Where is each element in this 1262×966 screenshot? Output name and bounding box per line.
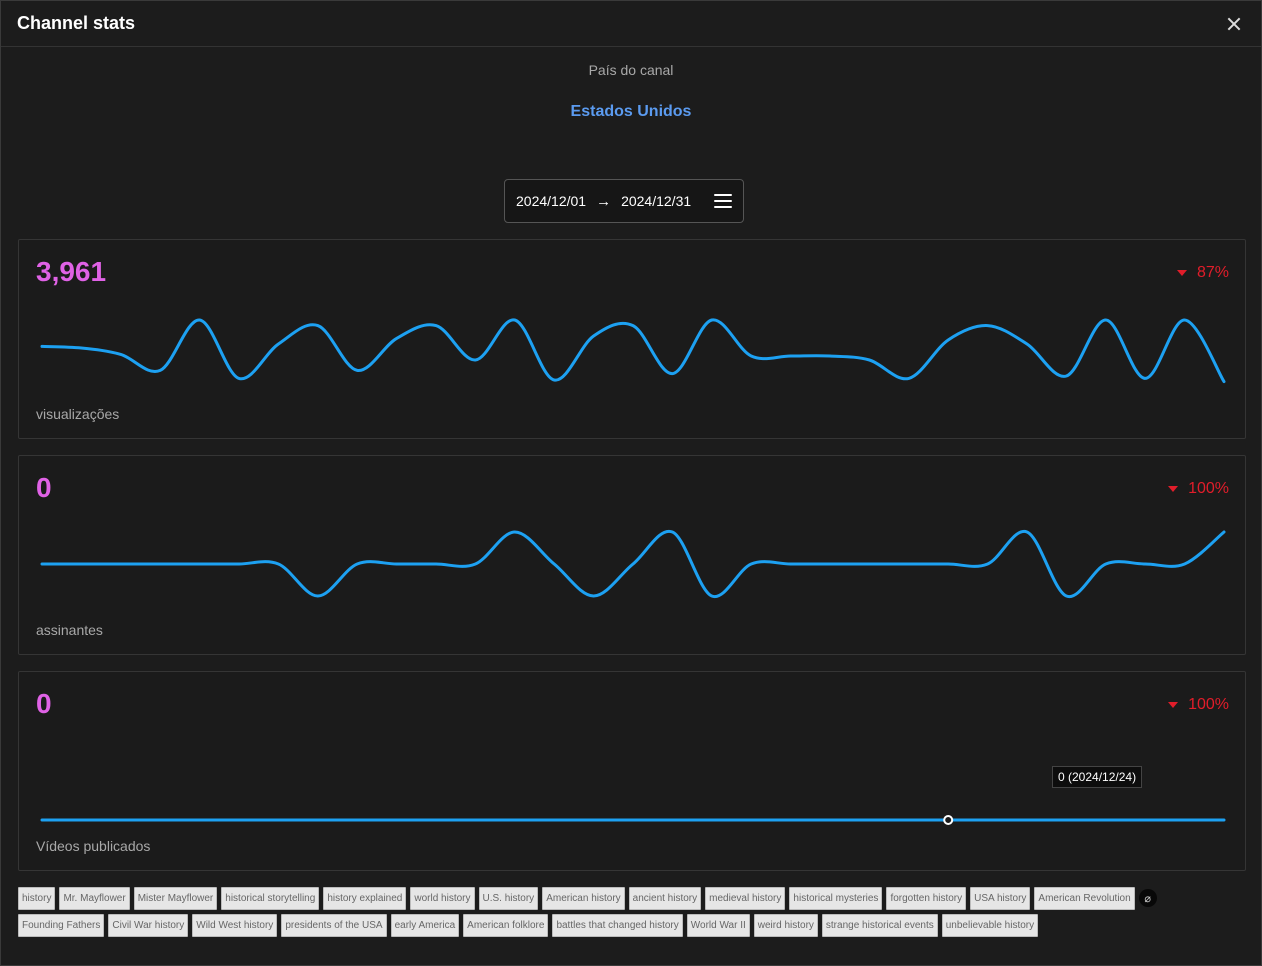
videos-sparkline (40, 815, 1226, 825)
tag-chip[interactable]: American Revolution (1034, 887, 1135, 910)
close-icon[interactable] (1223, 13, 1245, 35)
tag-chip[interactable]: forgotten history (886, 887, 967, 910)
videos-change: 100% (1168, 696, 1229, 714)
caret-down-icon (1168, 486, 1179, 492)
videos-card: 0 100% Vídeos publicados (18, 671, 1246, 871)
tag-chip[interactable]: ancient history (628, 887, 702, 910)
date-end[interactable]: 2024/12/31 (621, 193, 692, 209)
tag-chip[interactable]: medieval history (705, 887, 786, 910)
country-label: País do canal (588, 62, 674, 78)
date-range-picker[interactable]: 2024/12/01 → 2024/12/31 (504, 179, 744, 223)
tag-list: history Mr. Mayflower Mister Mayflower hist… (18, 887, 1246, 937)
tag-chip[interactable]: Mister Mayflower (133, 887, 218, 910)
modal-header: Channel stats (1, 1, 1261, 47)
menu-icon[interactable] (714, 194, 732, 208)
tag-chip[interactable]: Mr. Mayflower (59, 887, 130, 910)
tag-chip[interactable]: weird history (753, 914, 818, 937)
tag-chip[interactable]: unbelievable history (941, 914, 1039, 937)
videos-label: Vídeos publicados (36, 838, 151, 854)
country-value: Estados Unidos (570, 103, 692, 120)
tag-chip[interactable]: historical mysteries (789, 887, 883, 910)
views-value: 3,961 (36, 256, 107, 287)
subscribers-change-value: 100% (1188, 480, 1229, 497)
date-start[interactable]: 2024/12/01 (516, 193, 587, 209)
views-label: visualizações (36, 406, 120, 422)
videos-change-value: 100% (1188, 696, 1229, 713)
tag-chip[interactable]: early America (390, 914, 460, 937)
caret-down-icon (1168, 702, 1179, 708)
tag-chip[interactable]: presidents of the USA (281, 914, 387, 937)
tag-chip[interactable]: Civil War history (108, 914, 189, 937)
videos-value: 0 (36, 688, 52, 719)
subscribers-sparkline (40, 529, 1226, 598)
tag-chip[interactable]: history explained (323, 887, 407, 910)
tag-chip[interactable]: history (18, 887, 56, 910)
chart-tooltip: 0 (2024/12/24) (1052, 766, 1143, 788)
tag-chip[interactable]: U.S. history (478, 887, 539, 910)
modal-title: Channel stats (17, 13, 136, 33)
subscribers-change: 100% (1168, 480, 1229, 498)
tag-chip[interactable]: USA history (970, 887, 1031, 910)
tag-chip[interactable]: World War II (686, 914, 750, 937)
subscribers-value: 0 (36, 472, 52, 503)
views-change: 87% (1176, 264, 1229, 282)
views-change-value: 87% (1196, 264, 1229, 281)
tag-chip[interactable]: historical storytelling (221, 887, 320, 910)
tag-chip[interactable]: battles that changed history (552, 914, 683, 937)
tag-chip[interactable]: world history (410, 887, 475, 910)
tag-chip[interactable]: strange historical events (821, 914, 938, 937)
subscribers-card: 0 100% assinantes (18, 455, 1246, 655)
caret-down-icon (1176, 270, 1187, 276)
tag-chip[interactable]: Wild West history (192, 914, 278, 937)
views-card: 3,961 87% visualizações (18, 239, 1246, 439)
views-sparkline (40, 318, 1226, 384)
paperclip-icon[interactable]: ⌀ (1138, 889, 1157, 907)
hover-point[interactable] (943, 815, 954, 825)
arrow-right-icon: → (596, 192, 612, 210)
tag-chip[interactable]: American folklore (463, 914, 549, 937)
subscribers-label: assinantes (36, 622, 103, 638)
tag-chip[interactable]: American history (542, 887, 625, 910)
tag-chip[interactable]: Founding Fathers (18, 914, 105, 937)
